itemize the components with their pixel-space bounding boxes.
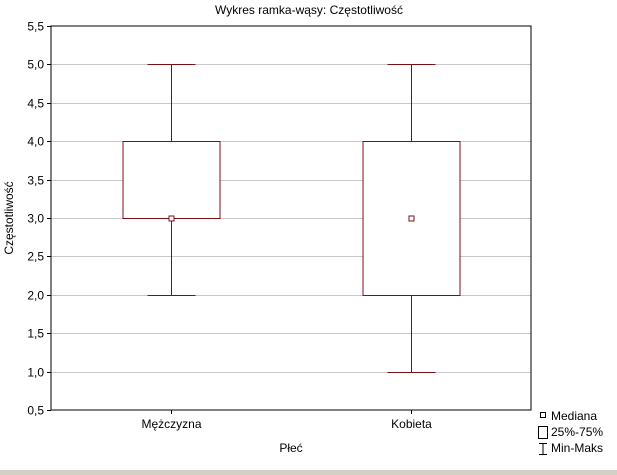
y-tick-label-8: 4,5 <box>27 97 44 111</box>
legend-median-marker <box>540 412 546 418</box>
iqr-box-0 <box>122 141 221 219</box>
y-tick-label-9: 5,0 <box>27 58 44 72</box>
y-ticks: 0,5 1,0 1,5 2,0 2,5 3,0 3,5 4,0 4,5 5,0 5,5 <box>27 20 51 418</box>
y-tick-label-5: 3,0 <box>27 212 44 226</box>
boxes <box>122 64 461 373</box>
y-tick-label-3: 2,0 <box>27 289 44 303</box>
legend: Mediana 25%-75% Min-Maks <box>538 409 603 455</box>
x-ticks: Mężczyzna Kobieta <box>141 410 432 431</box>
chart-title: Wykres ramka-wąsy: Częstotliwość <box>215 3 403 17</box>
y-tick-label-10: 5,5 <box>27 20 44 34</box>
x-axis-label: Płeć <box>279 441 302 455</box>
legend-whisker-marker <box>539 443 547 455</box>
x-tick-label-0: Mężczyzna <box>141 417 201 431</box>
box-0 <box>122 64 221 296</box>
y-tick-label-7: 4,0 <box>27 135 44 149</box>
y-tick-label-4: 2,5 <box>27 250 44 264</box>
legend-box-label: 25%-75% <box>551 425 603 439</box>
median-marker-0 <box>168 215 175 222</box>
y-tick-label-2: 1,5 <box>27 327 44 341</box>
y-tick-label-6: 3,5 <box>27 174 44 188</box>
y-tick-label-0: 0,5 <box>27 404 44 418</box>
median-marker-1 <box>408 215 415 222</box>
y-tick-label-1: 1,0 <box>27 366 44 380</box>
legend-whisker-label: Min-Maks <box>551 441 603 455</box>
plot-area-frame <box>50 25 532 411</box>
box-1 <box>362 64 461 373</box>
y-axis-label: Częstotliwość <box>2 181 16 254</box>
x-tick-label-1: Kobieta <box>391 417 432 431</box>
legend-median-label: Mediana <box>551 409 597 423</box>
legend-box-marker <box>538 426 548 439</box>
